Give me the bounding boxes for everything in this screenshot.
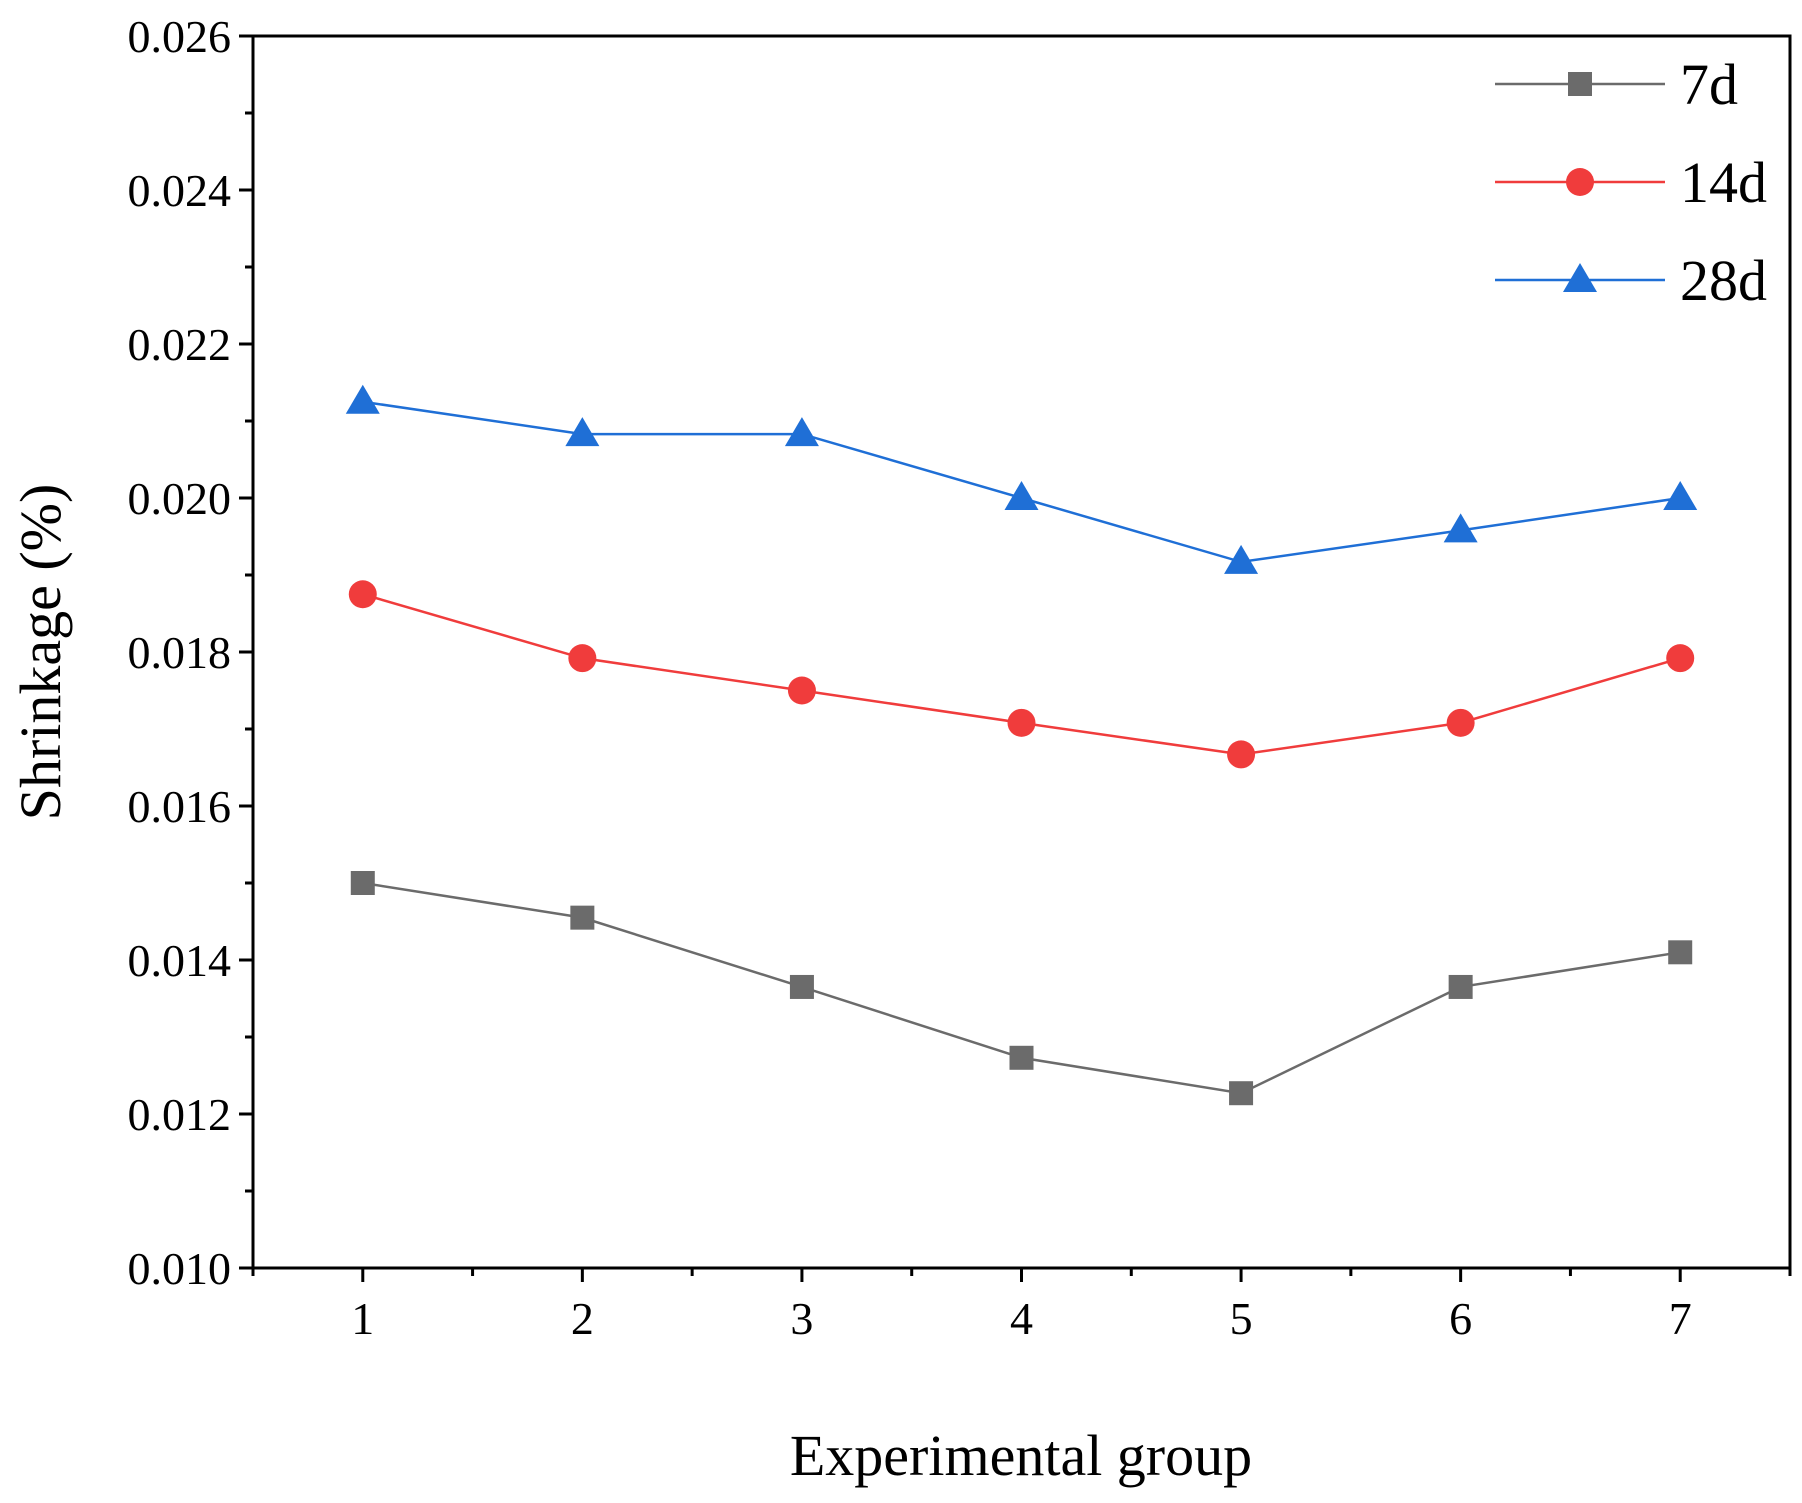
data-point-14d bbox=[1446, 708, 1475, 737]
data-point-7d bbox=[570, 905, 595, 930]
y-tick-label: 0.016 bbox=[128, 781, 232, 832]
series-layer bbox=[345, 384, 1698, 1106]
data-point-14d bbox=[568, 644, 597, 673]
y-tick-label: 0.024 bbox=[128, 165, 232, 216]
data-point-14d bbox=[1007, 708, 1036, 737]
data-point-28d bbox=[1663, 481, 1698, 510]
data-point-7d bbox=[350, 871, 375, 895]
data-point-7d bbox=[1229, 1081, 1254, 1106]
series-28d bbox=[345, 384, 1698, 574]
legend-marker-14d bbox=[1566, 168, 1594, 196]
legend: 7d 14d 28d bbox=[1495, 52, 1767, 313]
legend-marker-7d bbox=[1568, 72, 1592, 96]
legend-label-14d: 14d bbox=[1680, 150, 1767, 215]
y-tick-label: 0.018 bbox=[128, 627, 232, 678]
plot-frame bbox=[251, 34, 1792, 1270]
data-point-14d bbox=[1227, 740, 1256, 769]
x-tick-label: 4 bbox=[1010, 1293, 1033, 1344]
data-point-28d bbox=[565, 417, 600, 447]
x-axis-ticks: 1 2 3 4 5 6 7 bbox=[251, 1268, 1792, 1344]
y-axis-ticks: 0.010 0.012 0.014 0.016 0.018 0.020 0.022 0.024… bbox=[128, 11, 253, 1294]
y-tick-label: 0.026 bbox=[128, 11, 232, 62]
data-point-28d bbox=[1224, 544, 1259, 574]
data-point-14d bbox=[787, 676, 816, 705]
y-tick-label: 0.012 bbox=[128, 1089, 232, 1140]
x-tick-label: 6 bbox=[1449, 1293, 1472, 1344]
x-tick-label: 1 bbox=[351, 1293, 374, 1344]
x-tick-label: 3 bbox=[790, 1293, 813, 1344]
series-7d bbox=[350, 871, 1693, 1106]
legend-marker-28d bbox=[1563, 263, 1597, 292]
data-point-7d bbox=[1448, 974, 1473, 999]
legend-label-7d: 7d bbox=[1680, 52, 1738, 117]
y-tick-label: 0.014 bbox=[128, 935, 232, 986]
data-point-7d bbox=[1009, 1045, 1034, 1070]
x-tick-label: 7 bbox=[1669, 1293, 1692, 1344]
data-point-7d bbox=[1668, 940, 1693, 965]
y-tick-label: 0.010 bbox=[128, 1243, 232, 1294]
series-14d bbox=[348, 580, 1695, 769]
data-point-28d bbox=[784, 417, 819, 447]
x-axis-title: Experimental group bbox=[790, 1423, 1252, 1488]
y-axis-title: Shrinkage (%) bbox=[8, 484, 73, 821]
data-point-28d bbox=[1004, 481, 1039, 510]
data-point-14d bbox=[1666, 644, 1695, 673]
legend-label-28d: 28d bbox=[1680, 248, 1767, 313]
data-point-28d bbox=[1443, 513, 1478, 543]
y-tick-label: 0.022 bbox=[128, 319, 232, 370]
y-tick-label: 0.020 bbox=[128, 473, 232, 524]
data-point-14d bbox=[348, 580, 377, 609]
data-point-28d bbox=[345, 384, 380, 414]
data-point-7d bbox=[789, 974, 814, 999]
x-tick-label: 5 bbox=[1230, 1293, 1253, 1344]
x-tick-label: 2 bbox=[571, 1293, 594, 1344]
